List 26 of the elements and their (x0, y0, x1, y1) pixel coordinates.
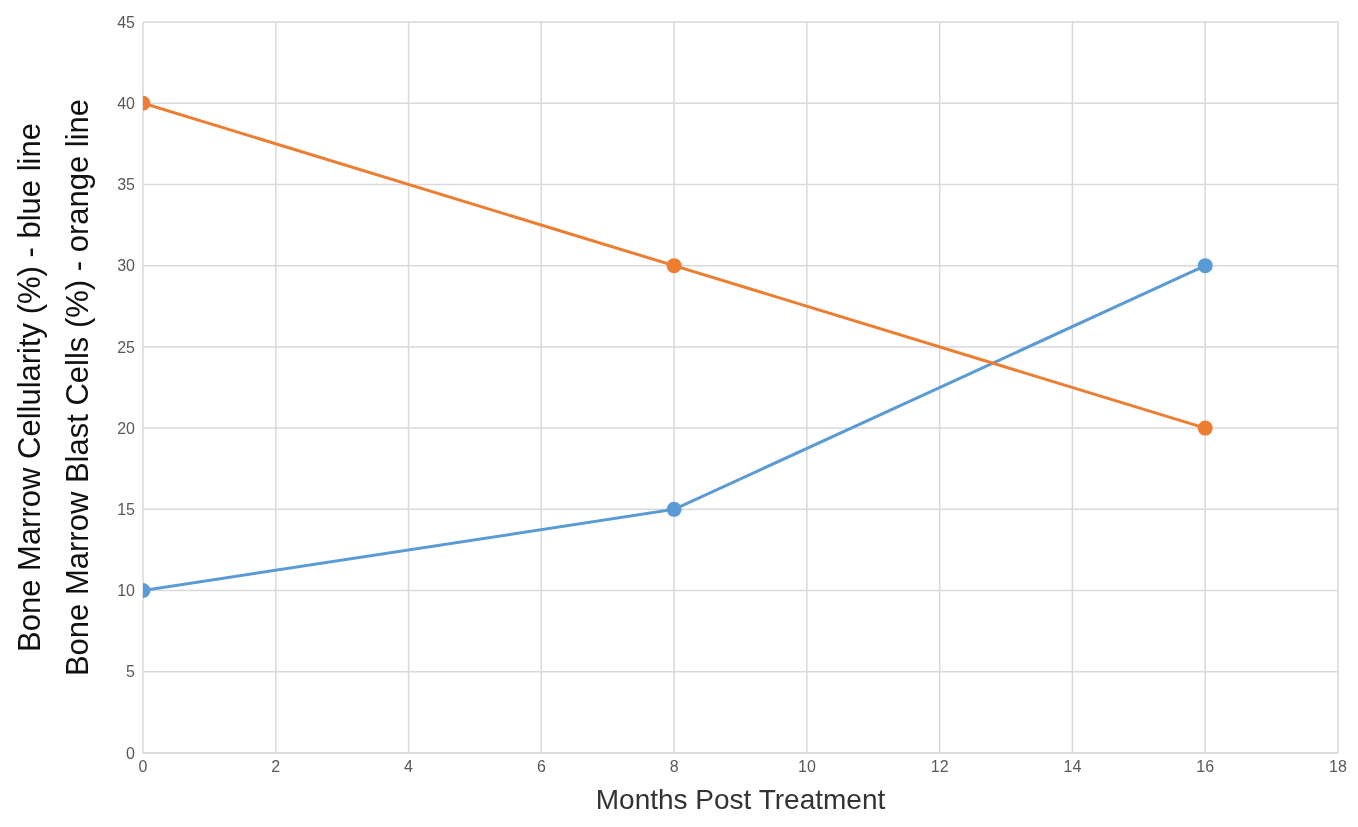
x-tick-label: 8 (669, 758, 679, 776)
y-tick-label: 20 (117, 419, 136, 437)
x-tick-label: 14 (1063, 758, 1082, 776)
x-tick-label: 4 (404, 758, 414, 776)
x-axis-title: Months Post Treatment (595, 784, 886, 815)
x-tick-label: 6 (536, 758, 546, 776)
point (666, 501, 682, 517)
x-tick-label: 18 (1329, 758, 1347, 776)
y-tick-label: 30 (117, 257, 136, 275)
x-tick-label: 2 (271, 758, 281, 776)
point (1197, 258, 1213, 274)
y-tick-label: 45 (117, 13, 136, 31)
x-tick-label: 12 (930, 758, 949, 776)
y-tick-label: 5 (126, 663, 136, 681)
y-axis-title: Bone Marrow Cellularity (%) - blue line Bone Marrow Blast Cells (%) - orange line (12, 98, 95, 677)
x-tick-label: 0 (138, 758, 148, 776)
y-tick-label: 35 (117, 176, 136, 194)
x-tick-label: 10 (797, 758, 816, 776)
point (666, 258, 682, 274)
y-tick-label: 10 (117, 582, 136, 600)
y-tick-label: 25 (117, 338, 136, 356)
y-tick-label: 0 (126, 744, 136, 762)
y-tick-label: 15 (117, 501, 136, 519)
x-tick-label: 16 (1196, 758, 1215, 776)
point (1197, 420, 1213, 436)
y-tick-label: 40 (117, 94, 136, 112)
